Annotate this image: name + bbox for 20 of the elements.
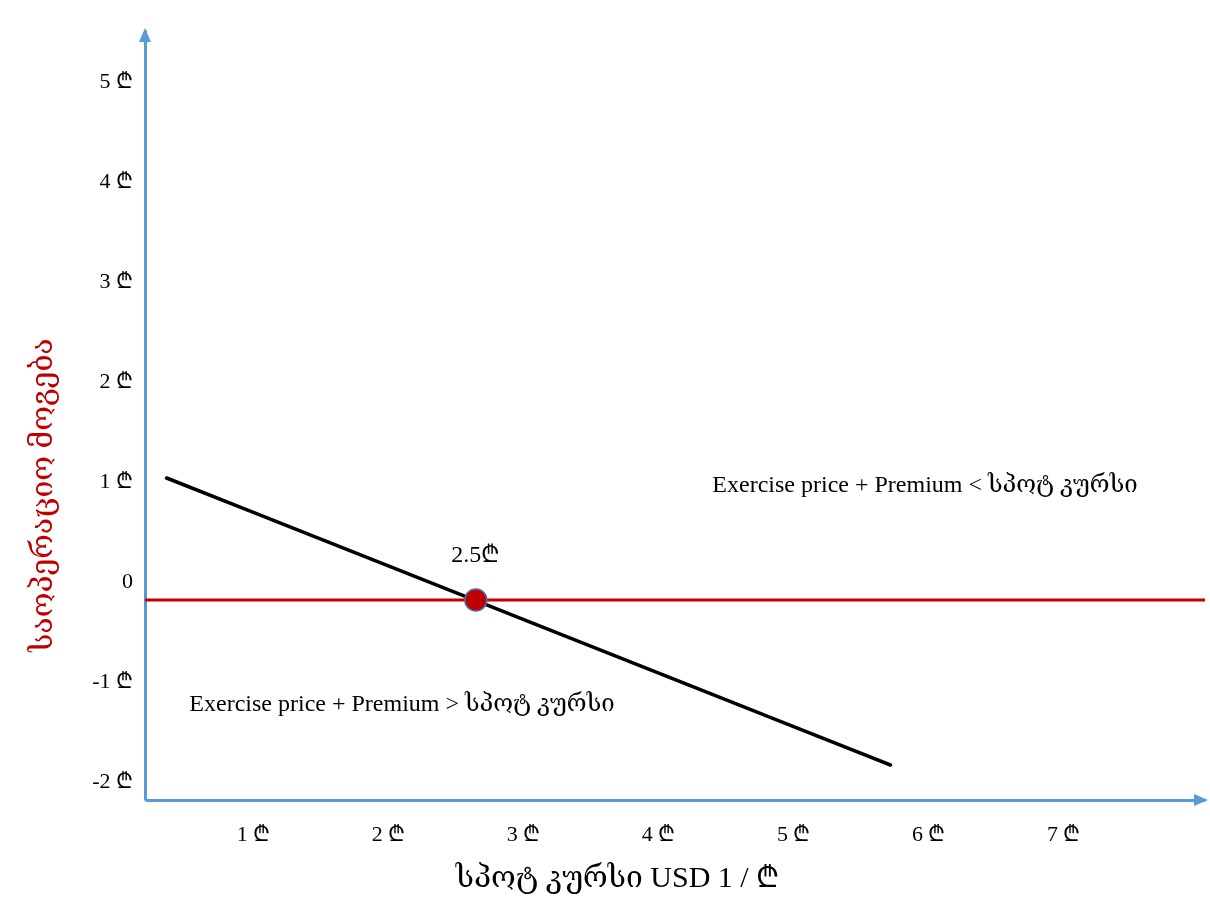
x-tick-label: 3 ₾ [506,820,541,846]
x-tick-label: 7 ₾ [1046,820,1081,846]
annotation: Exercise price + Premium > სპოტ კურსი [189,689,615,716]
x-tick-label: 4 ₾ [641,820,676,846]
x-tick-label: 1 ₾ [236,820,271,846]
x-axis-title: სპოტ კურსი USD 1 / ₾ [454,860,780,894]
y-tick-label: 0 [122,567,133,593]
y-tick-label: 2 ₾ [99,367,133,393]
y-tick-label: -1 ₾ [92,667,133,693]
x-tick-label: 5 ₾ [776,820,811,846]
y-tick-label: -2 ₾ [92,767,133,793]
y-tick-label: 5 ₾ [99,67,133,93]
y-tick-label: 4 ₾ [99,167,133,193]
annotation: 2.5₾ [451,540,501,567]
y-tick-label: 1 ₾ [99,467,133,493]
y-axis-title: საოპერაციო მოგება [25,338,59,653]
y-tick-label: 3 ₾ [99,267,133,293]
x-tick-label: 6 ₾ [911,820,946,846]
annotation: Exercise price + Premium < სპოტ კურსი [712,470,1138,497]
x-tick-label: 2 ₾ [371,820,406,846]
